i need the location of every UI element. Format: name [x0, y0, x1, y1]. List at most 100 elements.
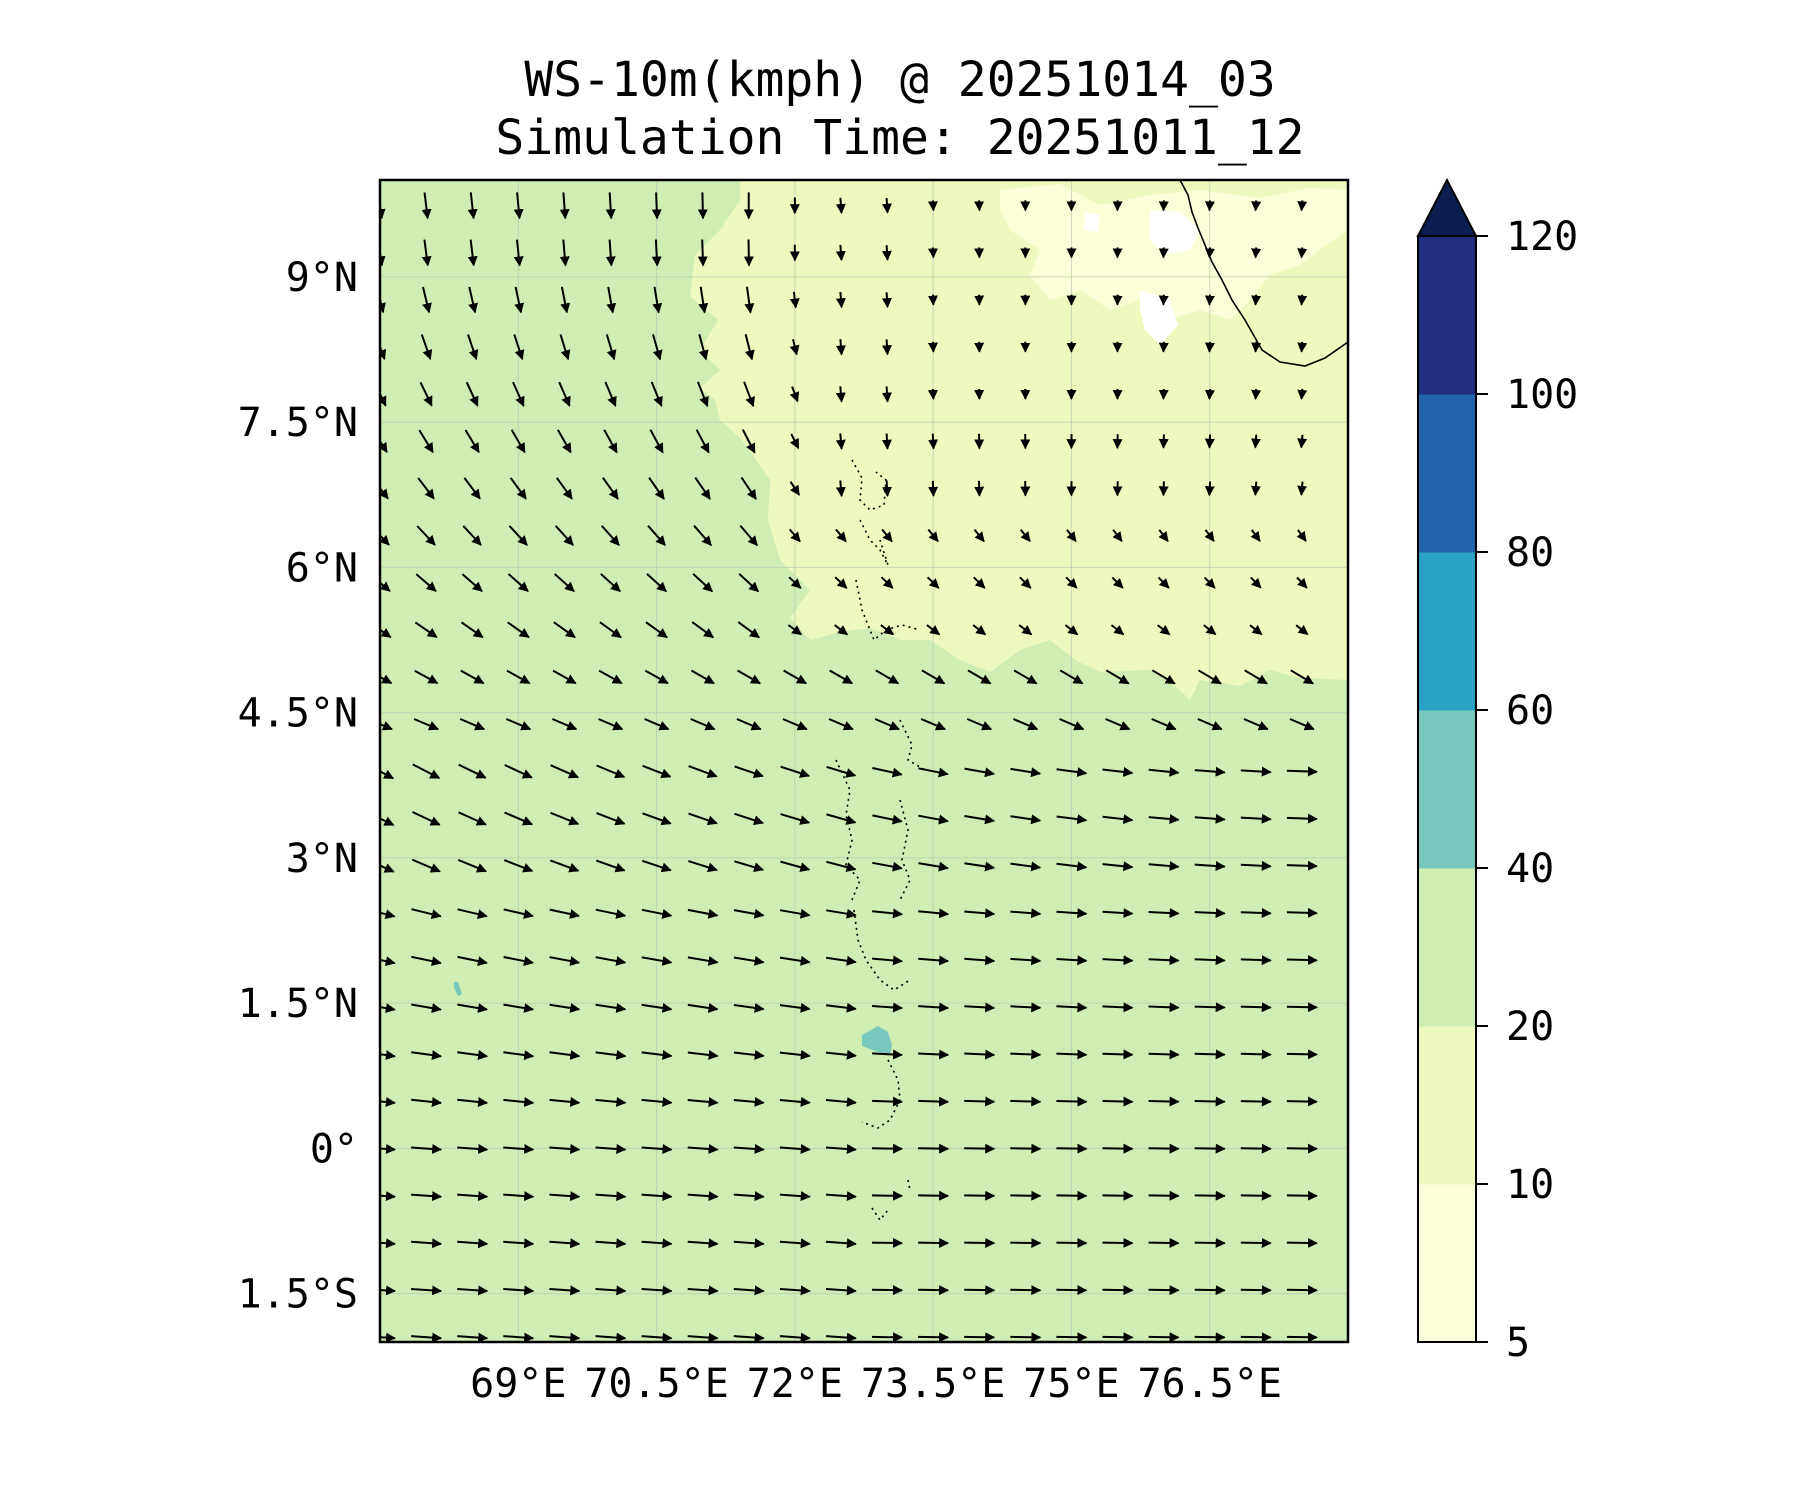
wind-arrow	[973, 528, 985, 543]
wind-arrow	[419, 381, 433, 407]
wind-arrow	[1158, 481, 1169, 497]
wind-arrow	[549, 1143, 581, 1154]
wind-arrow	[380, 956, 396, 967]
wind-arrow	[554, 525, 574, 546]
wind-arrow	[1056, 1002, 1088, 1013]
wind-arrow	[510, 429, 526, 454]
wind-arrow	[1102, 1002, 1134, 1013]
wind-arrow	[964, 1002, 996, 1013]
wind-arrow	[552, 718, 578, 731]
wind-arrow	[1286, 1002, 1318, 1013]
wind-arrow	[1251, 200, 1262, 212]
wind-arrow	[1010, 814, 1042, 825]
wind-arrow	[507, 573, 529, 592]
wind-arrow	[835, 386, 846, 403]
wind-arrow	[413, 718, 440, 731]
lon-tick-label: 73.5°E	[861, 1361, 1006, 1407]
wind-arrow	[1204, 294, 1215, 306]
wind-arrow	[779, 955, 811, 966]
wind-arrow	[503, 908, 534, 919]
wind-arrow	[1102, 766, 1134, 777]
lon-tick-label: 76.5°E	[1137, 1361, 1282, 1407]
wind-arrow	[1019, 576, 1032, 589]
wind-arrow	[825, 1191, 857, 1202]
wind-arrow	[693, 525, 712, 547]
colorbar-tick-label: 5	[1506, 1320, 1530, 1366]
wind-arrow	[826, 765, 857, 778]
wind-arrow	[688, 812, 718, 826]
wind-arrow	[421, 192, 432, 220]
wind-arrow	[1056, 908, 1088, 919]
wind-arrow	[1194, 1096, 1226, 1107]
wind-arrow	[422, 286, 432, 314]
lon-tick-label: 69°E	[470, 1361, 566, 1407]
wind-arrow	[457, 1096, 489, 1107]
wind-arrow	[411, 1050, 442, 1061]
wind-arrow	[503, 1238, 535, 1249]
wind-arrow	[874, 718, 900, 731]
wind-arrow	[549, 956, 581, 966]
wind-arrow	[641, 1332, 673, 1342]
wind-arrow	[1240, 955, 1272, 966]
wind-arrow	[927, 200, 938, 212]
wind-arrow	[595, 1191, 627, 1202]
wind-arrow	[380, 1285, 396, 1296]
wind-arrow	[687, 955, 719, 966]
wind-arrow	[871, 908, 903, 919]
wind-arrow	[782, 718, 808, 731]
wind-arrow	[871, 1285, 903, 1296]
wind-arrow	[789, 433, 800, 450]
wind-arrow	[1240, 1049, 1272, 1060]
wind-arrow	[595, 1285, 627, 1296]
wind-arrow	[964, 814, 995, 825]
wind-arrow	[1251, 341, 1262, 353]
wind-arrow	[380, 343, 387, 360]
wind-arrow	[1240, 813, 1272, 824]
wind-arrow	[595, 1003, 627, 1013]
wind-arrow	[595, 859, 626, 873]
wind-arrow	[1158, 529, 1169, 542]
wind-arrow	[779, 1238, 811, 1249]
wind-arrow	[595, 956, 627, 966]
wind-arrow	[733, 908, 765, 919]
colorbar-segment	[1418, 394, 1476, 553]
wind-arrow	[641, 956, 673, 966]
wind-arrow	[380, 534, 390, 546]
wind-arrow	[881, 480, 892, 497]
map-title: WS-10m(kmph) @ 20251014_03	[524, 52, 1276, 108]
wind-arrow	[1194, 1190, 1226, 1201]
wind-arrow	[880, 624, 895, 636]
wind-arrow	[1250, 529, 1261, 542]
wind-arrow	[1102, 1096, 1134, 1107]
wind-arrow	[380, 1238, 396, 1249]
wind-arrow	[881, 339, 892, 356]
wind-arrow	[503, 1143, 535, 1154]
wind-arrow	[696, 381, 709, 408]
wind-arrow	[1204, 247, 1215, 259]
wind-arrow	[779, 1143, 811, 1154]
wind-arrow	[966, 718, 993, 731]
wind-arrow	[737, 621, 761, 639]
wind-arrow	[1240, 1002, 1272, 1013]
lat-tick-label: 1.5°S	[238, 1272, 358, 1318]
wind-arrow	[1286, 955, 1318, 966]
lat-tick-label: 0°	[310, 1126, 358, 1172]
wind-arrow	[880, 576, 894, 589]
wind-arrow	[457, 955, 488, 966]
wind-arrow	[1297, 294, 1308, 306]
wind-arrow	[421, 239, 432, 267]
wind-arrow	[825, 1285, 857, 1296]
wind-arrow	[380, 674, 393, 685]
wind-arrow	[1203, 624, 1217, 636]
wind-arrow	[460, 669, 485, 685]
wind-arrow	[642, 812, 672, 826]
wind-arrow	[688, 860, 718, 873]
wind-arrow	[1064, 624, 1079, 636]
wind-arrow	[964, 1143, 996, 1154]
wind-arrow	[1244, 669, 1268, 685]
wind-arrow	[1148, 955, 1180, 966]
wind-arrow	[1010, 1332, 1042, 1342]
wind-arrow	[733, 1096, 765, 1107]
wind-arrow	[1158, 434, 1169, 449]
wind-arrow	[1250, 576, 1262, 589]
